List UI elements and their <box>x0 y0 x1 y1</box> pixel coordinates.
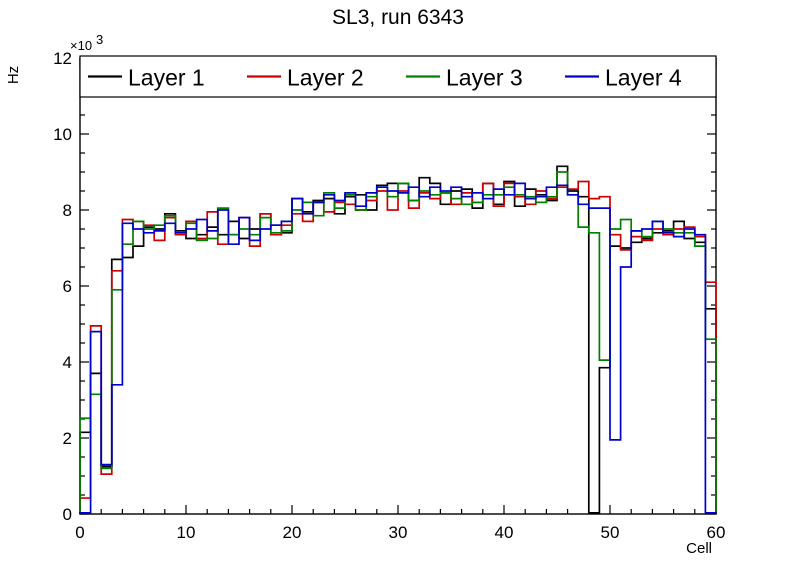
y-tick-label: 6 <box>63 277 72 296</box>
x-tick-label: 40 <box>495 523 514 542</box>
series-line-layer-4 <box>79 182 717 514</box>
x-tick-label: 0 <box>75 523 84 542</box>
legend-label-layer-3[interactable]: Layer 3 <box>446 65 523 91</box>
page-title: SL3, run 6343 <box>332 6 464 29</box>
legend-label-layer-1[interactable]: Layer 1 <box>128 65 205 91</box>
y-tick-label: 4 <box>63 353 72 372</box>
x-tick-label: 20 <box>283 523 302 542</box>
legend-label-layer-2[interactable]: Layer 2 <box>287 65 364 91</box>
x-tick-label: 60 <box>707 523 726 542</box>
y-tick-label: 0 <box>63 505 72 524</box>
y-tick-label: 12 <box>53 49 72 68</box>
x-axis-label: Cell <box>686 540 712 557</box>
legend-label-layer-4[interactable]: Layer 4 <box>605 65 682 91</box>
legend-box <box>79 55 717 98</box>
y-tick-label: 10 <box>53 125 72 144</box>
y-tick-label: 8 <box>63 201 72 220</box>
y-axis-exponent: ×10 <box>70 38 92 53</box>
y-tick-label: 2 <box>63 429 72 448</box>
y-axis-label: Hz <box>5 66 22 84</box>
axis-tick-labels: 0 2 4 6 8 10 12 0 10 20 30 40 50 60 <box>53 49 725 542</box>
y-axis-exponent-sup: 3 <box>96 32 103 47</box>
legend[interactable]: Layer 1 Layer 2 Layer 3 Layer 4 <box>79 55 717 98</box>
x-tick-label: 10 <box>177 523 196 542</box>
data-series-group <box>79 165 717 514</box>
x-tick-label: 50 <box>601 523 620 542</box>
x-tick-label: 30 <box>389 523 408 542</box>
